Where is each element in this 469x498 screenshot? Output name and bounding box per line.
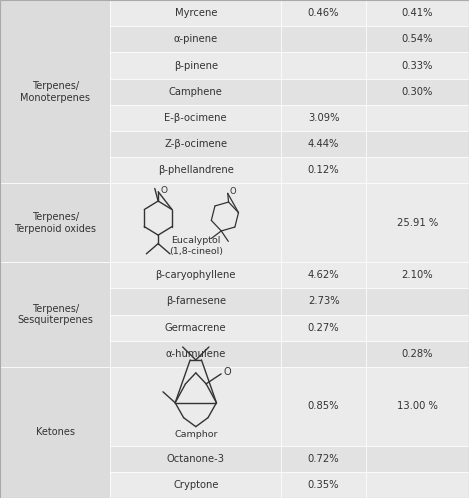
Text: 0.54%: 0.54% [401,34,433,44]
Bar [281,341,366,367]
Text: α-humulene: α-humulene [166,349,226,359]
Bar [281,79,366,105]
Text: Terpenes/
Sesquiterpenes: Terpenes/ Sesquiterpenes [17,304,93,325]
Bar [281,0,366,26]
Text: β-caryophyllene: β-caryophyllene [156,270,236,280]
Bar [366,26,469,52]
Bar [366,341,469,367]
Bar [110,183,281,262]
Text: 0.12%: 0.12% [308,165,340,175]
Bar [281,262,366,288]
Text: Terpenes/
Monoterpenes: Terpenes/ Monoterpenes [20,81,90,103]
Bar [281,183,366,262]
Bar [281,157,366,183]
Text: Germacrene: Germacrene [165,323,227,333]
Bar [366,183,469,262]
Text: 0.33%: 0.33% [402,61,433,71]
Text: Octanone-3: Octanone-3 [167,454,225,464]
Text: 3.09%: 3.09% [308,113,340,123]
Text: 4.62%: 4.62% [308,270,340,280]
Bar [110,79,281,105]
Text: 0.30%: 0.30% [402,87,433,97]
Text: O: O [229,187,236,196]
Bar [110,262,281,288]
Bar [110,367,281,446]
Text: 0.28%: 0.28% [401,349,433,359]
Bar [281,52,366,79]
Text: β-phellandrene: β-phellandrene [158,165,234,175]
Text: 0.35%: 0.35% [308,480,340,490]
Text: 0.85%: 0.85% [308,401,340,411]
Text: β-farnesene: β-farnesene [166,296,226,306]
Text: 0.41%: 0.41% [401,8,433,18]
Bar [110,446,281,472]
Text: E-β-ocimene: E-β-ocimene [165,113,227,123]
Text: 2.10%: 2.10% [401,270,433,280]
Text: 0.46%: 0.46% [308,8,340,18]
Bar [110,105,281,131]
Text: 4.44%: 4.44% [308,139,339,149]
Bar [110,157,281,183]
Bar [0,367,110,498]
Text: Cryptone: Cryptone [173,480,219,490]
Bar [281,446,366,472]
Bar [110,26,281,52]
Text: Myrcene: Myrcene [174,8,217,18]
Bar [110,52,281,79]
Bar [366,105,469,131]
Bar [110,288,281,315]
Text: α-pinene: α-pinene [174,34,218,44]
Text: O: O [223,367,231,377]
Text: 0.72%: 0.72% [308,454,340,464]
Bar [281,288,366,315]
Bar [110,341,281,367]
Bar [110,0,281,26]
Bar [281,315,366,341]
Text: 13.00 %: 13.00 % [397,401,438,411]
Bar [110,131,281,157]
Bar [281,131,366,157]
Bar [366,446,469,472]
Text: β-pinene: β-pinene [174,61,218,71]
Bar [110,472,281,498]
Text: O: O [160,186,167,195]
Bar [0,0,110,183]
Text: Z-β-ocimene: Z-β-ocimene [164,139,227,149]
Text: 25.91 %: 25.91 % [397,218,438,228]
Text: Eucalyptol
(1,8-cineol): Eucalyptol (1,8-cineol) [169,236,223,255]
Bar [366,288,469,315]
Bar [281,472,366,498]
Bar [366,52,469,79]
Bar [281,105,366,131]
Bar [366,79,469,105]
Bar [366,315,469,341]
Text: Camphene: Camphene [169,87,223,97]
Bar [366,0,469,26]
Bar [366,367,469,446]
Text: 2.73%: 2.73% [308,296,340,306]
Bar [366,262,469,288]
Text: Ketones: Ketones [36,427,75,437]
Text: 0.27%: 0.27% [308,323,340,333]
Bar [0,183,110,262]
Bar [110,315,281,341]
Bar [366,472,469,498]
Bar [366,157,469,183]
Bar [366,131,469,157]
Text: Terpenes/
Terpenoid oxides: Terpenes/ Terpenoid oxides [14,212,96,234]
Bar [281,26,366,52]
Bar [281,367,366,446]
Text: Camphor: Camphor [174,430,218,439]
Bar [0,262,110,367]
